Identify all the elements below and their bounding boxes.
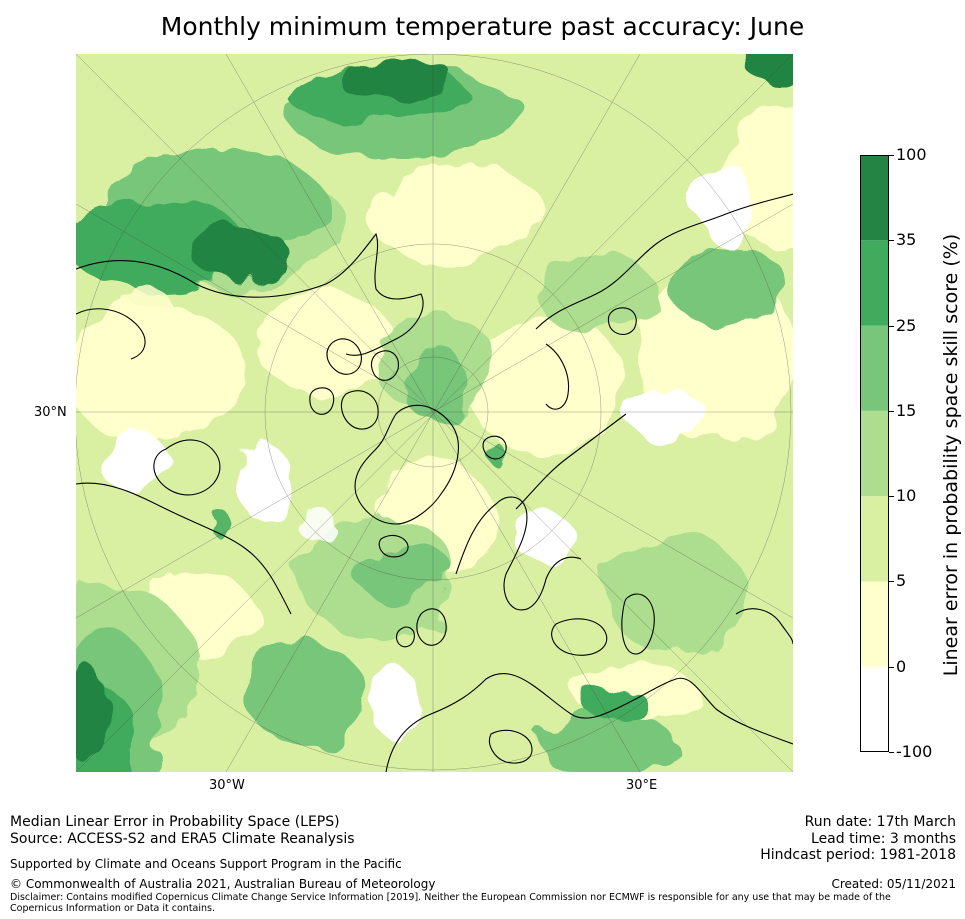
colorbar-tick-mark xyxy=(889,326,894,327)
colorbar-bin xyxy=(860,410,889,497)
colorbar-bin xyxy=(860,240,889,326)
skill-field xyxy=(76,54,793,772)
footer-created: Created: 05/11/2021 xyxy=(831,877,956,891)
footer-support-line: Supported by Climate and Oceans Support … xyxy=(10,857,402,871)
colorbar-tick-label: 35 xyxy=(896,230,917,249)
colorbar-bin xyxy=(860,325,889,411)
footer-run-date: Run date: 17th March xyxy=(804,814,956,830)
colorbar-tick-label: 15 xyxy=(896,401,917,420)
label-lat-30n: 30°N xyxy=(34,405,67,420)
colorbar-bin xyxy=(860,581,889,667)
colorbar-tick-label: 100 xyxy=(896,145,927,164)
chart-title: Monthly minimum temperature past accurac… xyxy=(160,12,805,41)
colorbar xyxy=(860,155,889,752)
footer-leps-line: Median Linear Error in Probability Space… xyxy=(10,814,340,830)
footer-copyright: © Commonwealth of Australia 2021, Austra… xyxy=(10,877,436,891)
colorbar-tick-label: 25 xyxy=(896,316,917,335)
colorbar-tick-mark xyxy=(889,581,894,582)
label-lon-30w: 30°W xyxy=(209,778,245,793)
colorbar-tick-label: 5 xyxy=(896,571,907,590)
footer-source-line: Source: ACCESS-S2 and ERA5 Climate Reana… xyxy=(10,831,355,847)
footer-disclaimer: Disclaimer: Contains modified Copernicus… xyxy=(10,892,891,914)
colorbar-tick-label: -100 xyxy=(896,742,933,761)
colorbar-tick-label: 0 xyxy=(896,657,907,676)
label-lon-30e: 30°E xyxy=(626,778,658,793)
colorbar-tick-mark xyxy=(889,240,894,241)
coastlines xyxy=(76,193,793,772)
colorbar-tick-label: 10 xyxy=(896,486,917,505)
colorbar-border xyxy=(860,155,889,752)
polar-map xyxy=(76,54,793,772)
colorbar-bin xyxy=(860,666,889,752)
colorbar-bin xyxy=(860,496,889,582)
colorbar-tick-mark xyxy=(889,411,894,412)
colorbar-tick-mark xyxy=(889,752,894,753)
colorbar-tick-mark xyxy=(889,496,894,497)
footer-hindcast: Hindcast period: 1981-2018 xyxy=(760,847,956,863)
colorbar-bin xyxy=(860,155,889,241)
skill-score-map xyxy=(76,54,793,772)
graticule xyxy=(76,54,793,772)
colorbar-tick-mark xyxy=(889,155,894,156)
footer-lead-time: Lead time: 3 months xyxy=(811,831,956,847)
colorbar-tick-mark xyxy=(889,667,894,668)
colorbar-label: Linear error in probability space skill … xyxy=(940,233,962,677)
